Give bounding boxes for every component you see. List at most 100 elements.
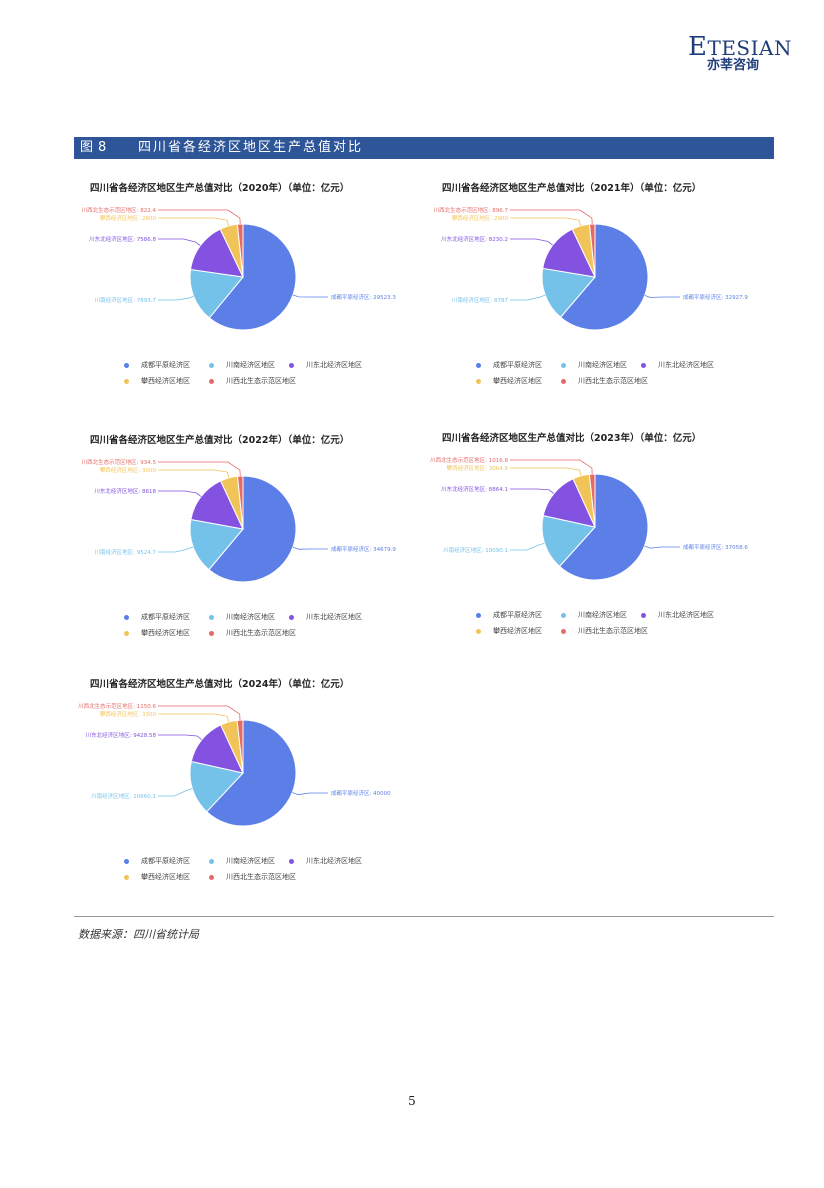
leader-line-2: [158, 490, 202, 497]
leader-line-0: [292, 294, 328, 298]
data-label-3: 攀西经济区地区: 2600: [100, 214, 157, 222]
data-label-4: 川西北生态示范区地区: 896.7: [434, 206, 509, 214]
pie-svg: 成都平原经济区: 40000 川南经济区地区: 10660.1 川东北经济区地区: …: [78, 702, 391, 827]
figure-title-bar: 图 8 四川省各经济区地区生产总值对比: [74, 137, 774, 159]
legend-item-2: 川东北经济区地区: [289, 360, 362, 370]
data-label-4: 川西北生态示范区地区: 822.4: [82, 206, 157, 214]
legend-label: 川西北生态示范区地区: [226, 629, 296, 637]
pie-slice-2: [190, 724, 244, 774]
data-label-4: 川西北生态示范区地区: 1150.6: [78, 702, 156, 710]
legend-item-2: 川东北经济区地区: [641, 610, 714, 620]
leader-line-1: [510, 294, 546, 301]
legend-item-4: 川西北生态示范区地区: [209, 376, 296, 386]
chart-title: 四川省各经济区地区生产总值对比（2022年）（单位：亿元）: [90, 435, 350, 446]
chart-title: 四川省各经济区地区生产总值对比（2023年）（单位：亿元）: [442, 433, 702, 444]
legend-label: 成都平原经济区: [141, 857, 190, 865]
leader-line-2: [158, 238, 201, 246]
company-logo: ETESIAN 亦莘咨询: [688, 34, 791, 73]
legend-swatch: [209, 874, 214, 880]
source-divider: [74, 916, 774, 917]
data-label-0: 成都平原经济区: 32927.9: [683, 293, 748, 301]
legend-swatch: [209, 614, 214, 620]
leader-line-0: [644, 545, 680, 549]
leader-line-3: [158, 713, 230, 723]
legend-swatch: [641, 612, 646, 618]
legend-item-1: 川南经济区地区: [561, 360, 627, 370]
legend-swatch: [124, 378, 129, 384]
legend-label: 攀西经济区地区: [141, 629, 190, 637]
data-label-0: 成都平原经济区: 29523.3: [331, 293, 396, 301]
leader-line-1: [158, 295, 194, 301]
data-label-1: 川南经济区地区: 9524.7: [95, 548, 157, 556]
legend-label: 川南经济区地区: [578, 611, 627, 619]
pie-slice-0: [558, 473, 649, 581]
leader-line-2: [158, 734, 202, 741]
data-label-0: 成都平原经济区: 37058.6: [683, 543, 748, 551]
figure-label: 图: [80, 140, 96, 155]
pie-chart-2022: 四川省各经济区地区生产总值对比（2022年）（单位：亿元） 成都平原经济区: 34…: [76, 432, 416, 662]
legend-label: 川西北生态示范区地区: [226, 377, 296, 385]
pie-chart-2021: 四川省各经济区地区生产总值对比（2021年）（单位：亿元） 成都平原经济区: 32…: [428, 180, 768, 410]
leader-line-3: [510, 467, 582, 477]
legend-swatch: [561, 362, 566, 368]
pie-slice-1: [541, 267, 596, 318]
source-note: 数据来源：四川省统计局: [78, 928, 199, 941]
pie-svg: 成都平原经济区: 32927.9 川南经济区地区: 8787 川东北经济区地区: 8…: [434, 206, 748, 331]
pie-chart-2024: 四川省各经济区地区生产总值对比（2024年）（单位：亿元） 成都平原经济区: 40…: [76, 676, 416, 906]
chart-title: 四川省各经济区地区生产总值对比（2020年）（单位：亿元）: [90, 183, 350, 194]
legend-item-4: 川西北生态示范区地区: [561, 626, 648, 636]
legend-label: 攀西经济区地区: [493, 377, 542, 385]
legend-swatch: [561, 628, 566, 634]
data-label-3: 攀西经济区地区: 3064.8: [447, 464, 509, 472]
legend-item-3: 攀西经济区地区: [124, 872, 190, 882]
pie-slice-2: [189, 228, 244, 278]
data-label-2: 川东北经济区地区: 7586.8: [89, 235, 156, 243]
data-label-0: 成都平原经济区: 40000: [331, 789, 391, 797]
legend-label: 川东北经济区地区: [306, 361, 362, 369]
legend-swatch: [124, 362, 129, 368]
pie-svg: 成都平原经济区: 34679.9 川南经济区地区: 9524.7 川东北经济区地区:…: [82, 458, 396, 583]
legend-swatch: [289, 858, 294, 864]
page-number: 5: [408, 1094, 416, 1108]
legend-swatch: [289, 614, 294, 620]
data-label-1: 川南经济区地区: 7893.7: [95, 296, 157, 304]
pie-svg: 成都平原经济区: 37058.6 川南经济区地区: 10090.1 川东北经济区地区…: [430, 456, 748, 581]
legend-label: 川西北生态示范区地区: [226, 873, 296, 881]
pie-slice-2: [542, 228, 596, 278]
figure-title: 四川省各经济区地区生产总值对比: [138, 140, 364, 155]
leader-line-1: [158, 546, 194, 553]
legend-item-3: 攀西经济区地区: [124, 628, 190, 638]
data-label-3: 攀西经济区地区: 3300: [100, 710, 157, 718]
data-label-3: 攀西经济区地区: 3000: [100, 466, 157, 474]
leader-line-4: [158, 705, 241, 721]
legend-item-2: 川东北经济区地区: [641, 360, 714, 370]
data-label-4: 川西北生态示范区地区: 1016.8: [430, 456, 508, 464]
legend-label: 川西北生态示范区地区: [578, 627, 648, 635]
chart-title: 四川省各经济区地区生产总值对比（2021年）（单位：亿元）: [442, 183, 702, 194]
legend-label: 攀西经济区地区: [141, 377, 190, 385]
leader-line-4: [158, 209, 241, 225]
legend-swatch: [209, 362, 214, 368]
legend-item-1: 川南经济区地区: [209, 612, 275, 622]
legend-item-4: 川西北生态示范区地区: [209, 628, 296, 638]
legend-item-1: 川南经济区地区: [209, 856, 275, 866]
pie-chart-2023: 四川省各经济区地区生产总值对比（2023年）（单位：亿元） 成都平原经济区: 37…: [428, 430, 768, 660]
data-label-1: 川南经济区地区: 10090.1: [443, 546, 508, 554]
legend-swatch: [209, 378, 214, 384]
legend-label: 攀西经济区地区: [493, 627, 542, 635]
legend-swatch: [124, 614, 129, 620]
legend-swatch: [561, 612, 566, 618]
data-label-2: 川东北经济区地区: 8618: [94, 487, 156, 495]
pie-slice-2: [190, 480, 244, 530]
legend-item-4: 川西北生态示范区地区: [561, 376, 648, 386]
data-label-2: 川东北经济区地区: 9428.58: [86, 731, 157, 739]
legend-item-3: 攀西经济区地区: [476, 376, 542, 386]
data-label-0: 成都平原经济区: 34679.9: [331, 545, 396, 553]
leader-line-4: [510, 209, 593, 225]
leader-line-0: [292, 792, 328, 796]
legend-swatch: [289, 362, 294, 368]
legend-label: 川东北经济区地区: [306, 613, 362, 621]
legend-item-0: 成都平原经济区: [124, 612, 190, 622]
pie-slice-1: [541, 514, 596, 568]
leader-line-3: [510, 217, 581, 227]
